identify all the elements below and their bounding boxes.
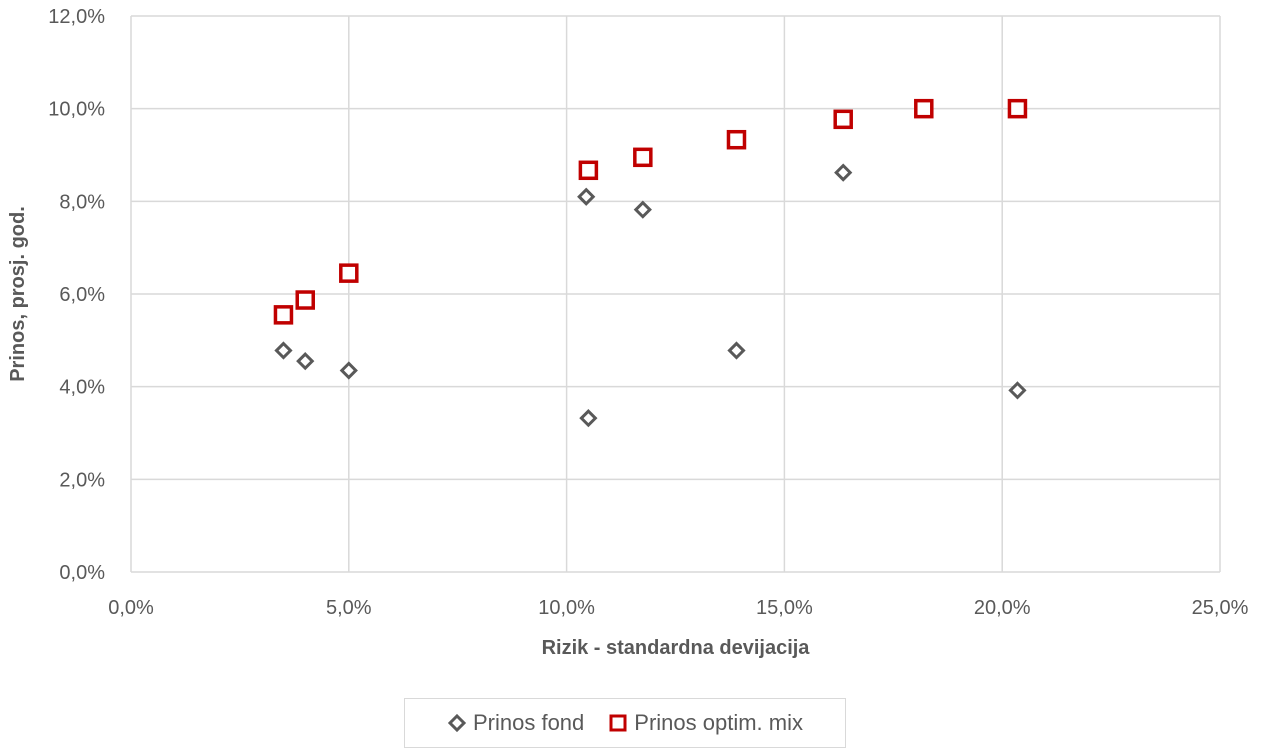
point-prinos-optim-mix: [295, 290, 315, 310]
point-prinos-fond: [834, 163, 853, 182]
point-prinos-fond: [633, 200, 652, 219]
point-prinos-optim-mix: [273, 305, 294, 325]
point-prinos-optim-mix: [1007, 98, 1028, 119]
point-prinos-fond: [577, 187, 596, 206]
x-tick-label: 25,0%: [1192, 597, 1249, 619]
point-prinos-fond: [727, 341, 746, 360]
point-prinos-optim-mix: [578, 160, 599, 181]
point-prinos-optim-mix: [633, 147, 653, 168]
y-tick-label: 8,0%: [59, 191, 105, 213]
y-tick-label: 12,0%: [48, 6, 105, 28]
x-tick-label: 5,0%: [326, 597, 372, 619]
y-axis-ticks: 0,0% 2,0% 4,0% 6,0% 8,0% 10,0% 12,0%: [48, 6, 105, 584]
y-tick-label: 0,0%: [59, 562, 105, 584]
point-prinos-fond: [339, 361, 358, 380]
x-tick-label: 0,0%: [108, 597, 154, 619]
x-axis-ticks: 0,0% 5,0% 10,0% 15,0% 20,0% 25,0%: [108, 597, 1248, 619]
x-tick-label: 15,0%: [756, 597, 813, 619]
point-prinos-optim-mix: [914, 98, 934, 119]
point-prinos-optim-mix: [339, 263, 359, 283]
x-axis-title: Rizik - standardna devijacija: [542, 637, 811, 659]
y-tick-label: 2,0%: [59, 469, 105, 491]
x-tick-label: 20,0%: [974, 597, 1031, 619]
data-points: [273, 98, 1028, 428]
point-prinos-fond: [296, 352, 315, 371]
legend-label-optim-mix: Prinos optim. mix: [634, 710, 803, 735]
y-tick-label: 6,0%: [59, 284, 105, 306]
legend: Prinos fond Prinos optim. mix: [404, 698, 846, 748]
square-marker-icon: [609, 714, 627, 732]
y-tick-label: 4,0%: [59, 377, 105, 399]
legend-item-optim-mix: Prinos optim. mix: [608, 710, 803, 736]
point-prinos-optim-mix: [833, 109, 853, 130]
grid-lines: [130, 15, 1221, 573]
x-tick-label: 10,0%: [538, 597, 595, 619]
point-prinos-fond: [579, 409, 598, 428]
y-tick-label: 10,0%: [48, 99, 105, 121]
point-prinos-fond: [1008, 381, 1027, 400]
legend-item-fond: Prinos fond: [447, 710, 584, 736]
y-axis-title: Prinos, prosj. god.: [7, 206, 29, 382]
point-prinos-fond: [274, 341, 293, 360]
point-prinos-optim-mix: [726, 129, 747, 150]
legend-label-fond: Prinos fond: [472, 710, 585, 735]
diamond-marker-icon: [447, 713, 467, 733]
